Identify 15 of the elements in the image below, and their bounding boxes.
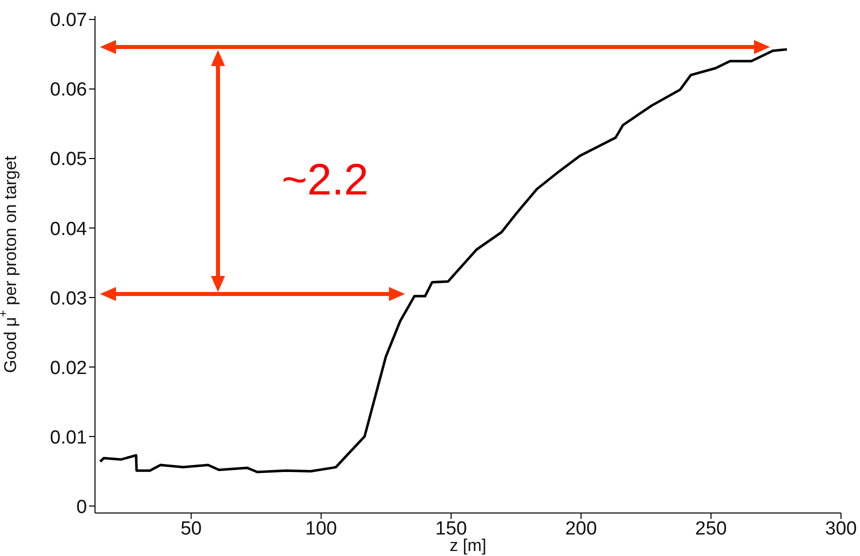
y-tick-label: 0.07 (50, 10, 87, 32)
x-tick-label: 200 (565, 518, 597, 540)
x-tick-label: 300 (825, 518, 857, 540)
y-tick-label: 0.06 (50, 80, 87, 101)
y-tick-label: 0.01 (50, 427, 87, 448)
x-tick-label: 250 (695, 518, 727, 540)
annotation: ~2.2 (282, 156, 368, 204)
x-tick-label: 100 (305, 518, 337, 540)
x-tick-label: 50 (180, 518, 202, 540)
line-series (98, 48, 788, 474)
y-tick-label: 0 (76, 496, 87, 518)
y-tick-label: 0.04 (50, 218, 88, 240)
y-tick-label: 0.05 (50, 149, 87, 170)
y-tick-label: 0.03 (50, 288, 87, 310)
y-tick-label: 0.02 (50, 358, 87, 379)
